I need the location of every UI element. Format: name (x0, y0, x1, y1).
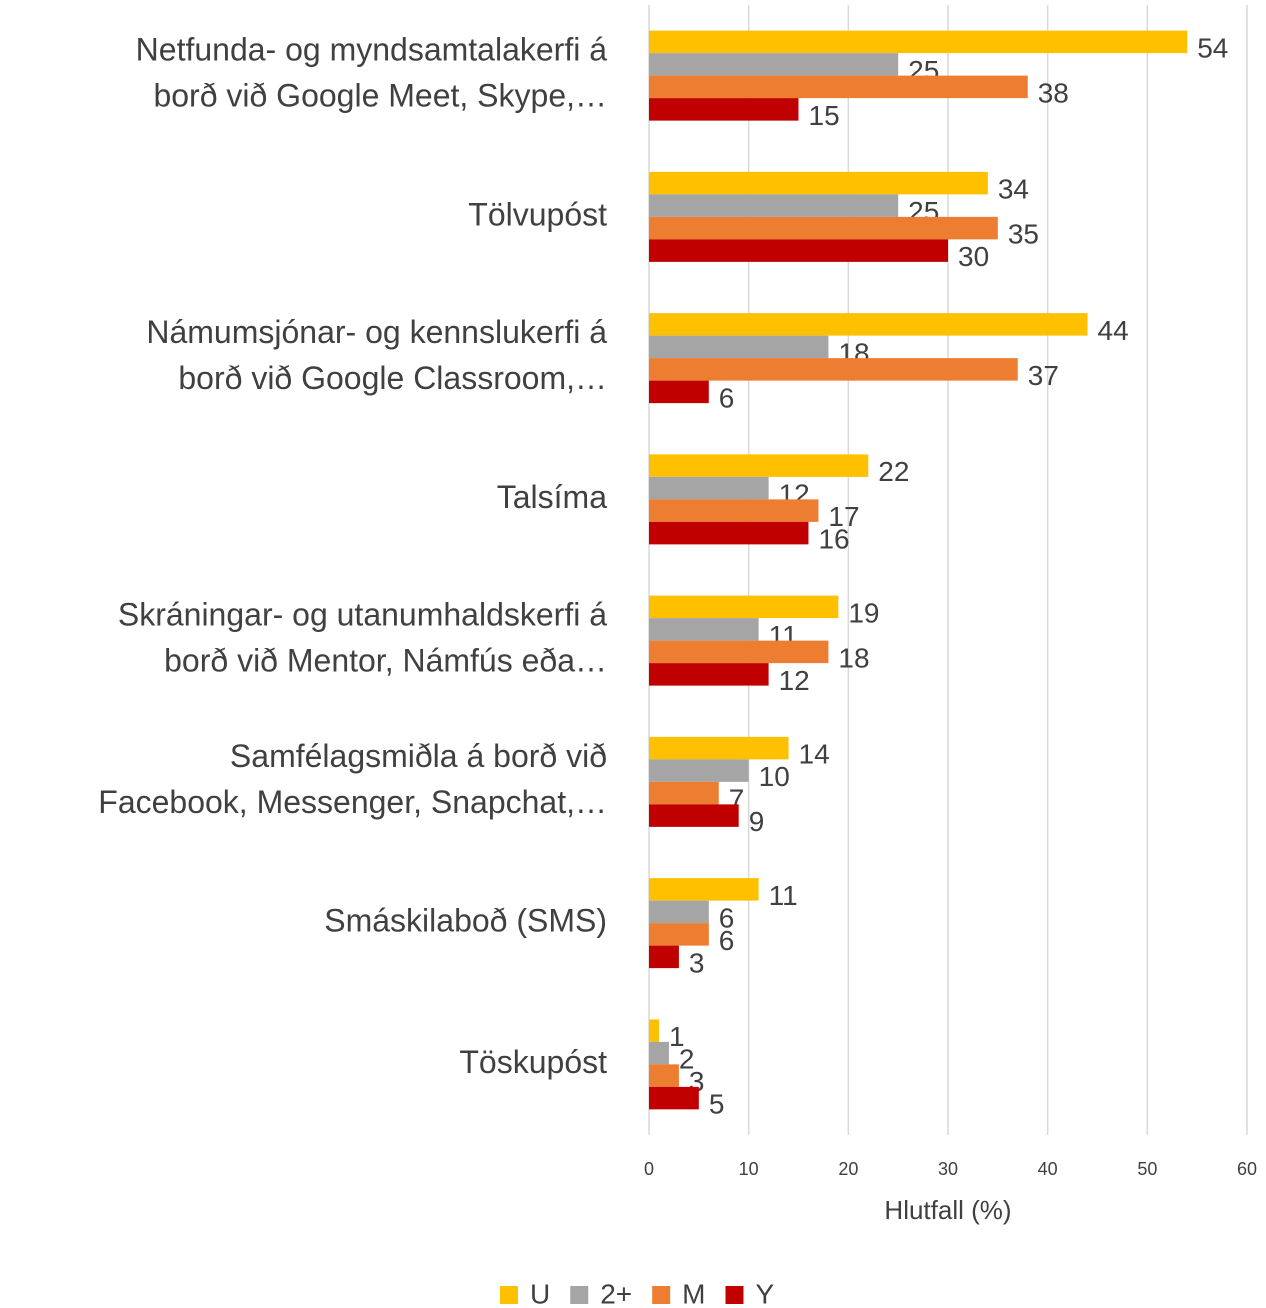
legend-label: Y (756, 1278, 775, 1308)
data-label: 10 (759, 761, 790, 792)
data-label: 54 (1197, 32, 1228, 63)
legend-swatch (570, 1286, 589, 1304)
data-label: 6 (719, 902, 735, 933)
bar (649, 595, 839, 619)
bar (649, 30, 1188, 54)
legend-label: 2+ (600, 1278, 632, 1308)
data-label: 37 (1028, 360, 1059, 391)
x-tick-label: 0 (644, 1159, 654, 1179)
bar (649, 98, 799, 121)
category-label: Töskupóst (459, 1044, 607, 1080)
bar (649, 53, 899, 76)
data-label: 2 (679, 1044, 695, 1075)
category-label: Námumsjónar- og kennslukerfi á borð við G… (146, 315, 607, 397)
bar (649, 521, 809, 545)
data-label: 6 (719, 925, 735, 956)
bar (649, 171, 988, 195)
bar (649, 380, 709, 404)
legend-swatch (500, 1286, 518, 1304)
x-tick-label: 60 (1237, 1159, 1257, 1179)
bar (649, 781, 719, 805)
data-label: 19 (848, 597, 879, 628)
data-label: 16 (818, 524, 849, 555)
x-axis-title: Hlutfall (%) (884, 1195, 1011, 1225)
x-tick-label: 30 (938, 1159, 958, 1179)
bar (649, 476, 769, 500)
data-label: 11 (769, 880, 798, 911)
data-label: 3 (689, 947, 705, 978)
bar (649, 900, 709, 924)
data-label: 17 (828, 501, 859, 532)
category-label: Netfunda- og myndsamtalakerfi á borð við … (136, 32, 608, 114)
bar (649, 313, 1088, 336)
data-label: 9 (749, 806, 765, 837)
data-label: 6 (719, 382, 735, 413)
data-label: 14 (799, 739, 830, 770)
bar (649, 878, 759, 901)
bar (649, 358, 1018, 381)
data-label: 12 (779, 665, 810, 696)
data-label: 30 (958, 241, 989, 272)
bar (649, 335, 829, 359)
category-label: Tölvupóst (468, 196, 607, 232)
data-label: 35 (1008, 219, 1039, 250)
legend-swatch (725, 1286, 744, 1304)
bar (649, 945, 679, 969)
bar (649, 804, 739, 827)
data-label: 38 (1038, 77, 1069, 108)
data-label: 34 (998, 174, 1029, 205)
bar (649, 239, 948, 262)
bar (649, 923, 709, 946)
bar (649, 1086, 699, 1110)
bar (649, 454, 869, 477)
x-tick-label: 40 (1038, 1159, 1058, 1179)
bar (649, 216, 998, 240)
bar (649, 1064, 679, 1087)
data-label: 15 (809, 100, 840, 131)
data-label: 5 (709, 1089, 725, 1120)
bar (649, 759, 749, 782)
legend-swatch (652, 1286, 671, 1304)
bar (649, 75, 1028, 99)
legend-label: M (682, 1278, 705, 1308)
bar (649, 663, 769, 686)
data-label: 1 (669, 1021, 685, 1052)
data-label: 18 (838, 642, 869, 673)
x-tick-label: 20 (838, 1159, 858, 1179)
legend-label: U (530, 1278, 550, 1308)
bar (649, 194, 899, 217)
category-label: Samfélagsmiðla á borð við Facebook, Messe… (98, 738, 607, 820)
x-tick-label: 50 (1137, 1159, 1157, 1179)
category-label: Talsíma (497, 479, 607, 515)
x-tick-label: 10 (739, 1159, 759, 1179)
category-label: Smáskilaboð (SMS) (324, 903, 607, 939)
data-label: 44 (1098, 315, 1129, 346)
bar (649, 1019, 659, 1042)
bar (649, 499, 819, 522)
bar (649, 1041, 669, 1065)
category-label: Skráningar- og utanumhaldskerfi á borð vi… (118, 597, 607, 679)
data-label: 22 (878, 456, 909, 487)
bar (649, 736, 789, 760)
bar (649, 640, 829, 664)
bar (649, 618, 759, 641)
